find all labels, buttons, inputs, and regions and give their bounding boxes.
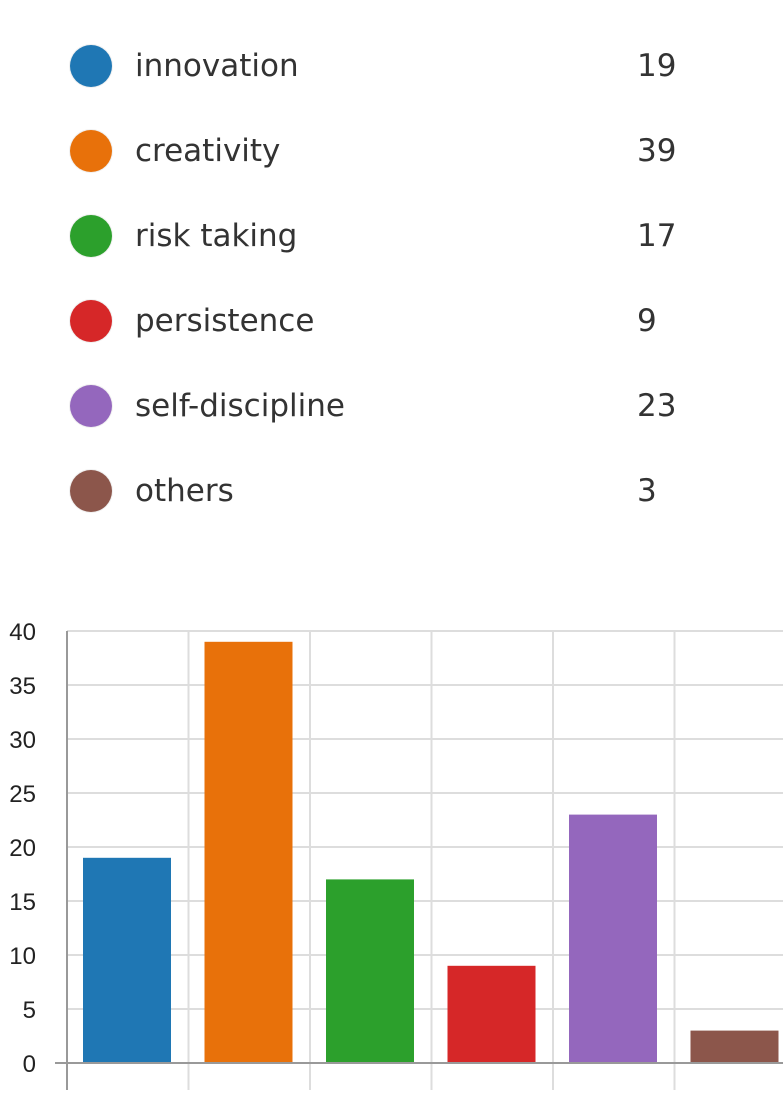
y-tick-labels: 0 5 10 15 20 25 30 35 40 [9, 619, 36, 1078]
y-tick-label: 5 [23, 997, 36, 1024]
legend-label: innovation [135, 48, 299, 84]
y-tick-label: 15 [9, 889, 36, 916]
y-tick-label: 35 [9, 673, 36, 700]
legend-item-others: others 3 [0, 447, 783, 532]
legend-swatch-persistence [70, 300, 112, 342]
bar-risk-taking [326, 879, 414, 1063]
legend-value: 9 [637, 303, 657, 339]
y-tick-label: 40 [9, 619, 36, 646]
legend-swatch-innovation [70, 45, 112, 87]
legend-swatch-others [70, 470, 112, 512]
legend-value: 39 [637, 133, 677, 169]
legend-item-persistence: persistence 9 [0, 277, 783, 362]
legend-item-innovation: innovation 19 [0, 22, 783, 107]
grid [67, 630, 783, 1090]
bar-self-discipline [569, 814, 657, 1063]
legend-value: 3 [637, 473, 657, 509]
bar-persistence [447, 965, 536, 1063]
legend-value: 17 [637, 218, 677, 254]
legend-item-self-discipline: self-discipline 23 [0, 362, 783, 447]
legend-label: creativity [135, 133, 281, 169]
legend: innovation 19 creativity 39 risk taking … [0, 22, 783, 532]
legend-swatch-self-discipline [70, 385, 112, 427]
y-tick-label: 10 [9, 943, 36, 970]
y-tick-label: 0 [23, 1051, 36, 1078]
legend-label: persistence [135, 303, 315, 339]
legend-item-creativity: creativity 39 [0, 107, 783, 192]
y-tick-label: 25 [9, 781, 36, 808]
bar-others [690, 1030, 779, 1063]
legend-value: 19 [637, 48, 677, 84]
legend-swatch-creativity [70, 130, 112, 172]
legend-label: self-discipline [135, 388, 345, 424]
y-tick-label: 20 [9, 835, 36, 862]
axes [55, 631, 783, 1090]
bar-chart: 0 5 10 15 20 25 30 35 40 [0, 600, 783, 1101]
legend-item-risk-taking: risk taking 17 [0, 192, 783, 277]
bars [83, 641, 779, 1063]
legend-label: others [135, 473, 234, 509]
y-tick-label: 30 [9, 727, 36, 754]
bar-creativity [204, 641, 293, 1063]
legend-swatch-risk-taking [70, 215, 112, 257]
bar-chart-svg: 0 5 10 15 20 25 30 35 40 [9, 619, 783, 1090]
legend-value: 23 [637, 388, 677, 424]
legend-label: risk taking [135, 218, 298, 254]
bar-innovation [83, 857, 171, 1063]
